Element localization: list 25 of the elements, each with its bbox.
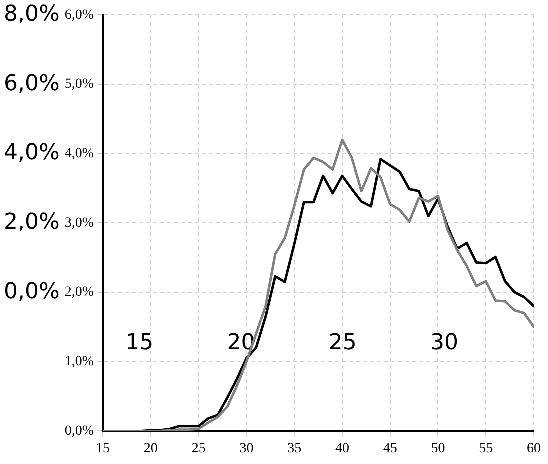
y-tick-label: 6,0% bbox=[64, 8, 94, 23]
x-tick-label: 55 bbox=[479, 441, 494, 456]
y2-tick-label: 2,0% bbox=[4, 210, 60, 235]
y2-tick-label: 6,0% bbox=[4, 71, 60, 96]
y2-tick-label: 8,0% bbox=[4, 2, 60, 27]
x2-tick-label: 15 bbox=[126, 330, 154, 356]
x-tick-label: 40 bbox=[335, 441, 350, 456]
y2-tick-label: 4,0% bbox=[4, 140, 60, 166]
y-tick-label: 4,0% bbox=[64, 146, 94, 162]
y2-tick-label: 0,0% bbox=[4, 279, 60, 304]
y-tick-label: 5,0% bbox=[64, 77, 94, 92]
x-tick-label: 30 bbox=[240, 441, 254, 456]
x-tick-label: 25 bbox=[192, 441, 206, 456]
x2-tick-label: 25 bbox=[328, 330, 357, 356]
x-tick-label: 35 bbox=[288, 441, 302, 456]
y-tick-label: 3,0% bbox=[64, 216, 94, 231]
x-tick-label: 15 bbox=[96, 441, 110, 456]
x-tick-label: 50 bbox=[431, 441, 446, 456]
y-tick-label: 0,0% bbox=[64, 424, 94, 439]
x-tick-label: 45 bbox=[383, 441, 398, 456]
x-tick-label: 20 bbox=[144, 441, 158, 456]
y-tick-label: 1,0% bbox=[64, 354, 94, 370]
y-tick-label: 2,0% bbox=[64, 285, 94, 300]
x-tick-label: 60 bbox=[527, 441, 541, 456]
x2-tick-label: 30 bbox=[430, 330, 459, 356]
